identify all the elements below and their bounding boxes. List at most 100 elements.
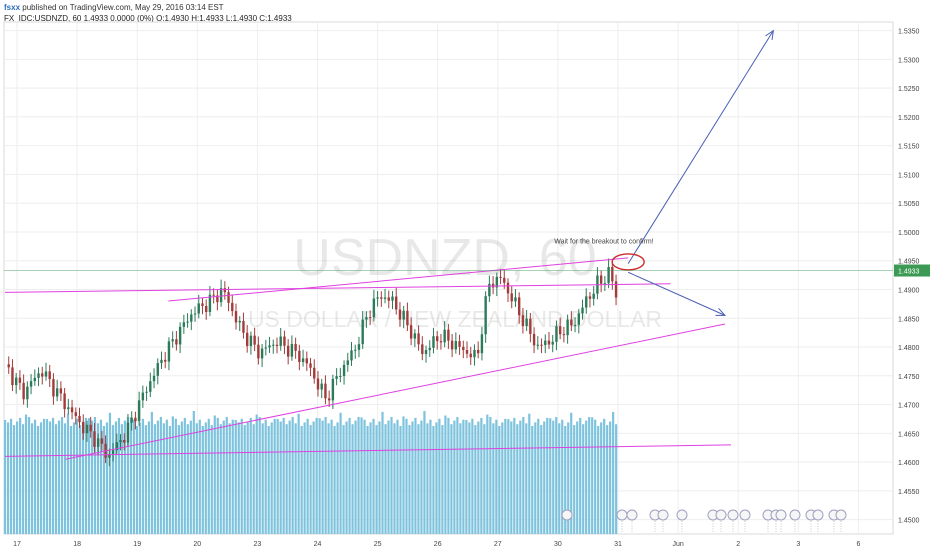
- volume-bar: [477, 421, 480, 534]
- volume-bar: [603, 418, 606, 534]
- volume-bar: [219, 424, 222, 534]
- volume-bar: [546, 417, 549, 534]
- y-tick-label: 1.4650: [898, 431, 920, 438]
- candle-body: [476, 349, 480, 354]
- y-tick-label: 1.4850: [898, 316, 920, 323]
- volume-bar: [450, 424, 453, 534]
- volume-bar: [615, 424, 618, 534]
- author-name[interactable]: fsxx: [4, 3, 21, 12]
- candle-body: [26, 386, 29, 400]
- price-tag-bg: [894, 264, 930, 277]
- volume-bar: [45, 419, 49, 534]
- y-tick-label: 1.5350: [898, 29, 920, 36]
- candle-body: [510, 293, 513, 302]
- volume-bar: [228, 423, 231, 534]
- x-tick-label: 3: [796, 541, 800, 548]
- volume-bar: [27, 417, 31, 534]
- projection-arrow[interactable]: [627, 31, 773, 264]
- x-tick-label: 26: [434, 541, 442, 548]
- candle-body: [294, 344, 297, 351]
- volume-bar: [153, 424, 156, 534]
- volume-bar: [576, 421, 579, 534]
- volume-bar: [363, 419, 366, 534]
- candle-body: [324, 383, 327, 399]
- volume-bar: [432, 426, 435, 534]
- event-flag-icon[interactable]: [626, 509, 638, 521]
- volume-bar: [537, 418, 540, 534]
- volume-bar: [126, 417, 130, 534]
- event-flag-icon[interactable]: [561, 509, 573, 521]
- y-tick-label: 1.5100: [898, 172, 920, 179]
- volume-bar: [108, 412, 112, 534]
- volume-bar: [207, 418, 210, 534]
- candle-body: [506, 282, 510, 294]
- volume-bar: [129, 417, 133, 534]
- volume-bar: [366, 426, 369, 534]
- event-flag-icon[interactable]: [727, 509, 739, 521]
- volume-bar: [222, 420, 225, 534]
- y-tick-label: 1.4950: [898, 259, 920, 266]
- candle-body: [316, 378, 320, 390]
- event-flag-icon[interactable]: [676, 509, 688, 521]
- volume-bar: [255, 414, 258, 534]
- candle-body: [413, 333, 417, 339]
- volume-bar: [303, 422, 306, 534]
- trendline[interactable]: [168, 257, 629, 302]
- candle-body: [331, 378, 335, 401]
- candle-body: [279, 336, 282, 346]
- candle-body: [439, 341, 443, 343]
- candle-body: [242, 320, 245, 333]
- event-flag-icon[interactable]: [775, 509, 787, 521]
- trendline[interactable]: [4, 444, 732, 457]
- candle-body: [488, 283, 491, 297]
- volume-bar: [309, 425, 312, 534]
- event-flag-icon[interactable]: [715, 509, 727, 521]
- candle-body: [536, 344, 540, 346]
- volume-bar: [96, 423, 100, 534]
- volume-bar: [372, 418, 375, 534]
- trendline[interactable]: [4, 283, 671, 293]
- candle-body: [521, 315, 525, 327]
- candle-body: [216, 295, 219, 303]
- volume-bar: [492, 423, 495, 534]
- volume-bar: [105, 422, 109, 534]
- candle-body: [272, 344, 275, 346]
- candle-body: [562, 334, 566, 336]
- event-flag-icon[interactable]: [616, 509, 628, 521]
- candle-body: [197, 303, 200, 314]
- event-flag-icon[interactable]: [835, 509, 847, 521]
- volume-bar: [498, 426, 501, 534]
- volume-bar: [390, 417, 393, 534]
- candle-body: [465, 350, 469, 354]
- projection-arrow[interactable]: [627, 271, 725, 315]
- volume-bar: [411, 421, 414, 534]
- candle-body: [372, 298, 376, 318]
- y-tick-label: 1.5150: [898, 144, 920, 151]
- candle-body: [327, 398, 331, 401]
- volume-bar: [141, 418, 144, 534]
- candle-body: [234, 311, 238, 323]
- x-tick-label: 6: [856, 541, 860, 548]
- candle-body: [89, 424, 92, 432]
- candle-body: [525, 318, 528, 327]
- candle-body: [529, 318, 532, 334]
- y-tick-label: 1.5000: [898, 230, 920, 237]
- volume-bar: [384, 424, 387, 534]
- event-flag-icon[interactable]: [812, 509, 824, 521]
- event-flag-icon[interactable]: [657, 509, 669, 521]
- candle-body: [219, 288, 223, 303]
- event-flag-icon[interactable]: [789, 509, 801, 521]
- volume-bar: [123, 420, 127, 534]
- breakout-circle[interactable]: [611, 253, 645, 271]
- annotation-text[interactable]: Wait for the breakout to confirm!: [554, 238, 653, 245]
- watermark-description: US DOLLAR / NEW ZEALAND DOLLAR: [248, 306, 662, 332]
- candle-body: [346, 360, 349, 365]
- volume-bar: [201, 426, 204, 534]
- trendline[interactable]: [65, 323, 726, 460]
- volume-bar: [180, 421, 183, 534]
- candle-body: [29, 381, 33, 387]
- candle-body: [387, 297, 390, 301]
- event-flag-icon[interactable]: [739, 509, 751, 521]
- volume-bar: [285, 424, 288, 534]
